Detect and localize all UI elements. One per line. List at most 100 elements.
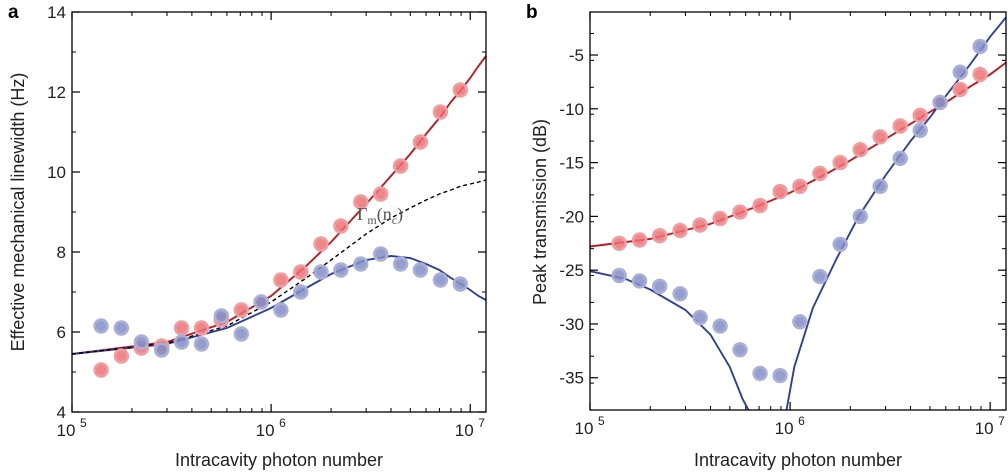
panel-b-data-points — [611, 38, 988, 384]
blue-data-point — [752, 365, 768, 382]
red-data-point — [631, 232, 648, 248]
blue-data-point — [712, 318, 728, 334]
blue-data-point — [692, 309, 708, 326]
blue-data-point — [631, 273, 648, 289]
red-data-point — [772, 183, 788, 200]
red-data-point — [93, 362, 109, 378]
y-tick-label: 6 — [57, 323, 66, 342]
red-data-point — [412, 134, 429, 150]
y-tick-label: -15 — [559, 154, 584, 173]
y-tick-label: -35 — [559, 369, 584, 388]
blue-data-point — [912, 122, 928, 139]
blue-data-point — [732, 342, 748, 358]
red-data-point — [273, 272, 289, 288]
blue-data-point — [432, 272, 449, 288]
blue-data-point — [392, 256, 409, 272]
blue-data-point — [193, 336, 210, 352]
panel-a-data-points — [93, 82, 468, 378]
y-tick-label: -25 — [559, 261, 584, 280]
blue-data-point — [93, 318, 109, 334]
blue-data-point — [611, 267, 627, 284]
x-tick-label: 10 — [57, 421, 76, 440]
blue-data-point — [173, 334, 190, 350]
red-data-point — [233, 302, 250, 318]
panel-b-ticks: 10 5 10 6 10 7 -35 -30 -25 -20 -15 -10 -5 — [559, 12, 1006, 438]
blue-data-point — [651, 278, 668, 294]
blue-data-point — [353, 256, 369, 272]
x-tick-label: 10 — [455, 421, 474, 440]
x-tick-exponent: 6 — [279, 416, 286, 430]
red-data-point — [952, 81, 968, 98]
y-tick-label: 12 — [47, 83, 66, 102]
panel-a-ticks: 10 5 10 6 10 7 4 6 8 10 12 14 — [47, 3, 486, 440]
blue-data-point — [313, 264, 329, 280]
blue-data-point — [133, 334, 150, 350]
blue-data-point — [154, 342, 170, 358]
panel-a-y-axis-label: Effective mechanical linewidth (Hz) — [8, 73, 28, 352]
blue-data-point — [233, 326, 250, 342]
red-data-point — [712, 210, 728, 227]
fit-line — [72, 179, 486, 355]
blue-data-point — [852, 208, 868, 225]
red-data-point — [912, 107, 928, 124]
red-data-point — [732, 204, 748, 220]
x-tick-exponent: 5 — [598, 414, 605, 428]
red-data-point — [672, 222, 688, 239]
blue-data-point — [113, 320, 130, 336]
x-tick-exponent: 5 — [80, 416, 87, 430]
red-data-point — [353, 194, 369, 210]
red-data-point — [611, 235, 627, 252]
red-data-point — [193, 320, 210, 336]
red-data-point — [333, 218, 349, 234]
blue-data-point — [273, 302, 289, 318]
blue-data-point — [412, 262, 429, 278]
red-data-point — [692, 217, 708, 233]
x-tick-exponent: 7 — [478, 416, 485, 430]
red-data-point — [812, 165, 828, 182]
panel-a-frame — [71, 11, 487, 413]
blue-data-point — [672, 286, 688, 302]
red-data-point — [852, 142, 868, 158]
red-data-point — [373, 186, 389, 202]
panel-b-x-axis-label: Intracavity photon number — [694, 450, 902, 470]
y-tick-label: 14 — [47, 3, 66, 22]
panel-b: b 10 5 10 6 10 7 -35 -30 -25 -20 -15 -10 -5 Intracav… — [526, 2, 1007, 470]
fit-line — [785, 16, 1006, 410]
panel-b-fit-lines — [590, 16, 1006, 410]
panel-b-y-axis-label: Peak transmission (dB) — [530, 119, 550, 305]
panel-b-letter: b — [526, 2, 538, 23]
red-data-point — [832, 154, 848, 171]
blue-data-point — [772, 367, 788, 384]
red-data-point — [972, 66, 988, 83]
red-data-point — [432, 104, 449, 120]
blue-data-point — [872, 178, 888, 195]
blue-data-point — [832, 236, 848, 253]
blue-data-point — [792, 314, 808, 330]
red-data-point — [313, 236, 329, 252]
x-tick-label: 10 — [775, 419, 794, 438]
blue-data-point — [333, 262, 349, 278]
red-data-point — [452, 82, 468, 98]
gamma-annotation-text: Γm(nc) — [357, 204, 403, 227]
red-data-point — [872, 129, 888, 145]
y-tick-label: -5 — [569, 46, 584, 65]
y-tick-label: -20 — [559, 207, 584, 226]
red-data-point — [752, 197, 768, 214]
red-data-point — [173, 320, 190, 336]
x-tick-label: 10 — [975, 419, 994, 438]
red-data-point — [792, 178, 808, 195]
red-data-point — [113, 348, 130, 364]
red-data-point — [892, 118, 908, 134]
fit-line — [590, 61, 1006, 248]
panel-a-letter: a — [8, 2, 19, 23]
x-tick-exponent: 7 — [998, 414, 1005, 428]
y-tick-label: 4 — [57, 403, 66, 422]
panel-b-frame — [589, 11, 1007, 411]
blue-data-point — [892, 150, 908, 167]
x-tick-label: 10 — [575, 419, 594, 438]
blue-data-point — [293, 284, 309, 300]
panel-a: a 10 5 10 6 10 7 4 6 8 10 12 14 Γm(nc) Intracavity … — [8, 2, 487, 470]
blue-data-point — [213, 308, 230, 324]
y-tick-label: -10 — [559, 100, 584, 119]
